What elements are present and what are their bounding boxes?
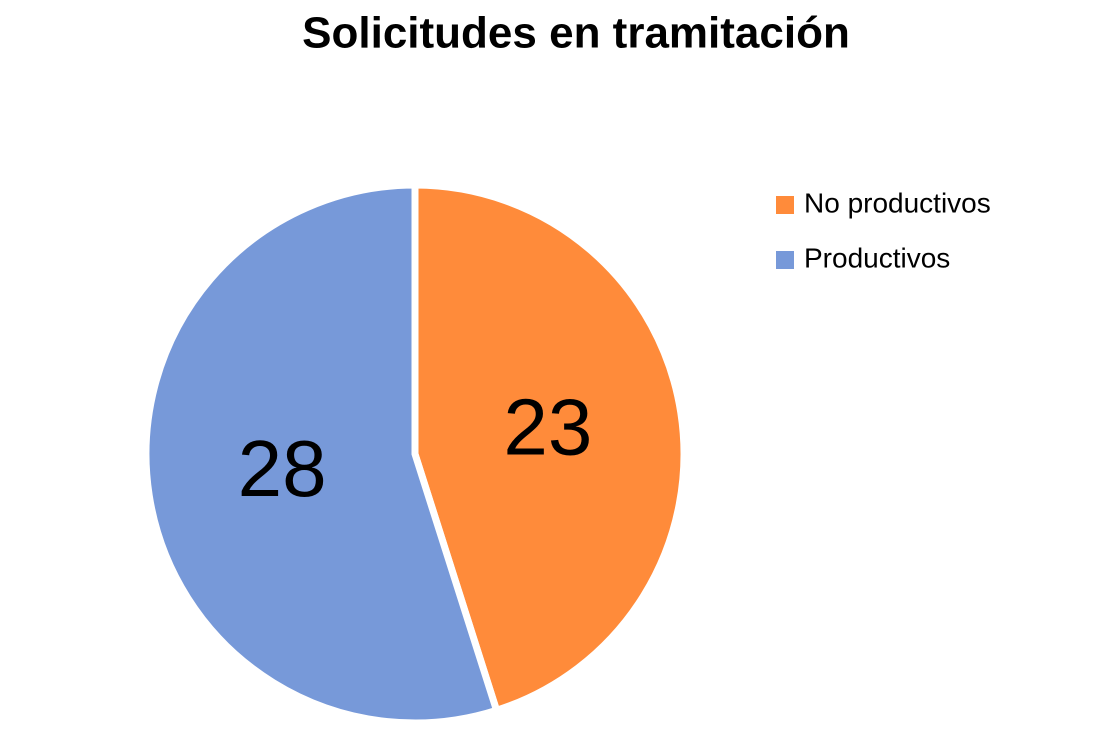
legend-label: No productivos — [804, 187, 991, 218]
legend-label: Productivos — [804, 242, 950, 273]
legend-swatch — [776, 196, 794, 214]
chart-title: Solicitudes en tramitación — [302, 9, 850, 58]
slice-label: 23 — [503, 382, 592, 471]
slice-label: 28 — [238, 424, 327, 513]
pie-slice — [142, 181, 501, 727]
legend-swatch — [776, 251, 794, 269]
pie-slice — [411, 181, 688, 715]
